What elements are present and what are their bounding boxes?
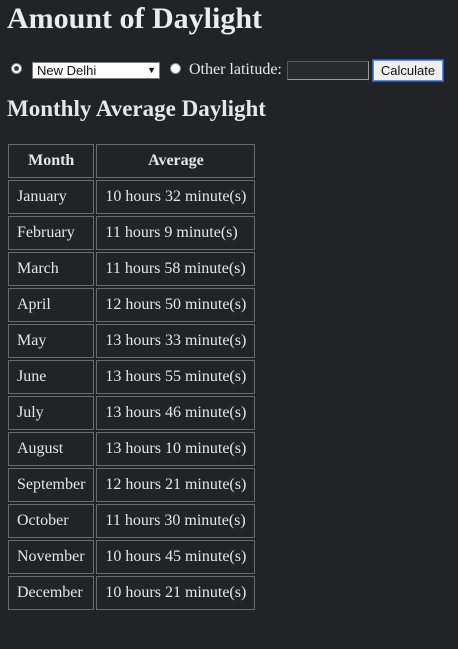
average-cell: 11 hours 30 minute(s) xyxy=(96,504,256,538)
month-cell: May xyxy=(8,324,95,358)
page-title: Amount of Daylight xyxy=(7,2,263,35)
average-cell: 10 hours 45 minute(s) xyxy=(96,540,256,574)
table-row: October 11 hours 30 minute(s) xyxy=(8,504,256,538)
month-cell: November xyxy=(8,540,95,574)
latitude-input[interactable] xyxy=(286,60,369,80)
table-row: September 12 hours 21 minute(s) xyxy=(8,468,256,502)
month-cell: December xyxy=(8,576,95,610)
average-cell: 10 hours 21 minute(s) xyxy=(96,576,256,610)
table-row: November 10 hours 45 minute(s) xyxy=(8,540,256,574)
header-average: Average xyxy=(96,144,256,178)
average-cell: 11 hours 58 minute(s) xyxy=(96,252,256,286)
table-row: January 10 hours 32 minute(s) xyxy=(8,180,256,214)
average-cell: 12 hours 21 minute(s) xyxy=(96,468,256,502)
average-cell: 12 hours 50 minute(s) xyxy=(96,288,256,322)
table-row: February 11 hours 9 minute(s) xyxy=(8,216,256,250)
header-month: Month xyxy=(8,144,95,178)
month-cell: September xyxy=(8,468,95,502)
page: Amount of Daylight New Delhi ▼ Other lat… xyxy=(6,2,458,612)
table-row: June 13 hours 55 minute(s) xyxy=(8,360,256,394)
month-cell: July xyxy=(8,396,95,430)
table-row: July 13 hours 46 minute(s) xyxy=(8,396,256,430)
average-cell: 11 hours 9 minute(s) xyxy=(96,216,256,250)
controls-row: New Delhi ▼ Other latitude: Calculate xyxy=(7,58,458,82)
table-row: March 11 hours 58 minute(s) xyxy=(8,252,256,286)
chevron-down-icon: ▼ xyxy=(147,64,156,75)
month-cell: June xyxy=(8,360,95,394)
calculate-button[interactable]: Calculate xyxy=(371,58,445,82)
city-select[interactable]: New Delhi ▼ xyxy=(32,61,160,79)
average-cell: 13 hours 33 minute(s) xyxy=(96,324,256,358)
average-cell: 10 hours 32 minute(s) xyxy=(96,180,256,214)
month-cell: April xyxy=(8,288,95,322)
average-cell: 13 hours 46 minute(s) xyxy=(96,396,256,430)
table-row: April 12 hours 50 minute(s) xyxy=(8,288,256,322)
table-row: December 10 hours 21 minute(s) xyxy=(8,576,256,610)
month-cell: January xyxy=(8,180,95,214)
other-latitude-label: Other latitude: xyxy=(189,61,282,78)
month-cell: March xyxy=(8,252,95,286)
city-select-value: New Delhi xyxy=(37,62,97,78)
month-cell: October xyxy=(8,504,95,538)
daylight-table: Month Average January 10 hours 32 minute… xyxy=(6,142,257,612)
other-latitude-radio[interactable] xyxy=(170,62,181,74)
month-cell: February xyxy=(8,216,95,250)
table-row: August 13 hours 10 minute(s) xyxy=(8,432,256,466)
average-cell: 13 hours 10 minute(s) xyxy=(96,432,256,466)
month-cell: August xyxy=(8,432,95,466)
table-row: May 13 hours 33 minute(s) xyxy=(8,324,256,358)
table-header-row: Month Average xyxy=(8,144,256,178)
average-cell: 13 hours 55 minute(s) xyxy=(96,360,256,394)
section-title: Monthly Average Daylight xyxy=(7,96,266,121)
city-radio[interactable] xyxy=(11,62,22,74)
